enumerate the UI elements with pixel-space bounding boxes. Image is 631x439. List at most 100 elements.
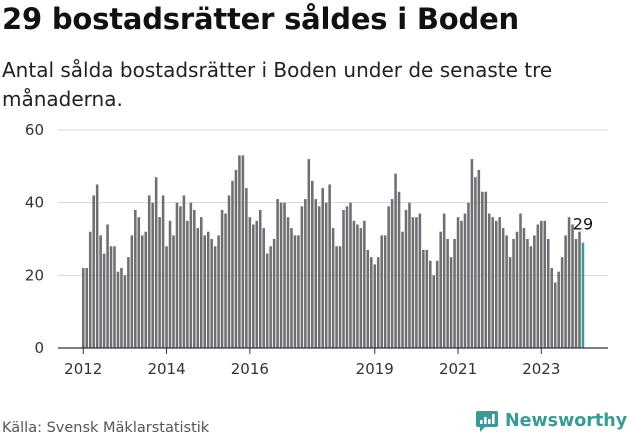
bar	[217, 235, 220, 348]
bar	[116, 271, 120, 348]
bar	[463, 213, 467, 348]
bar	[491, 217, 495, 348]
bar	[550, 268, 553, 348]
bar	[269, 246, 272, 348]
bar	[422, 249, 425, 348]
bar	[536, 224, 540, 348]
bar	[182, 195, 186, 348]
bar	[307, 159, 311, 348]
bar	[481, 191, 484, 348]
bar	[494, 220, 498, 348]
bar	[283, 202, 286, 348]
bar	[474, 177, 477, 348]
bar	[331, 228, 335, 348]
bar	[442, 213, 446, 348]
bar	[574, 239, 578, 348]
bar	[255, 220, 259, 348]
bar	[363, 220, 366, 348]
bar	[456, 217, 460, 348]
bar	[401, 231, 404, 348]
bar	[304, 199, 307, 348]
bar	[300, 206, 304, 348]
bar	[387, 206, 390, 348]
bar	[418, 213, 422, 348]
bar	[224, 213, 227, 348]
bar	[210, 239, 213, 348]
bar	[130, 235, 134, 348]
bar	[134, 209, 137, 348]
bar	[345, 206, 349, 348]
bar	[172, 235, 175, 348]
chart-subtitle: Antal sålda bostadsrätter i Boden under …	[2, 58, 553, 111]
bar	[314, 199, 318, 348]
bar	[342, 209, 345, 348]
bar	[189, 202, 193, 348]
x-tick-label: 2016	[231, 360, 269, 378]
bar	[92, 195, 95, 348]
bar	[397, 191, 401, 348]
bar	[501, 228, 505, 348]
bar	[370, 257, 373, 348]
bar	[390, 199, 394, 348]
bar	[158, 217, 161, 348]
bar	[258, 209, 262, 348]
bar	[248, 217, 252, 348]
bar	[571, 224, 574, 348]
bar	[213, 246, 217, 348]
bar	[477, 169, 481, 348]
bar	[206, 231, 210, 348]
x-tick-label: 2021	[439, 360, 477, 378]
bar	[297, 235, 300, 348]
bar	[311, 180, 314, 348]
bar	[359, 228, 363, 348]
bar	[581, 242, 585, 348]
bar	[467, 202, 470, 348]
bar	[95, 184, 99, 348]
bar	[429, 260, 432, 348]
bar	[526, 239, 529, 348]
y-tick-label: 0	[34, 339, 44, 357]
bar	[449, 257, 453, 348]
bar	[144, 231, 148, 348]
bar	[196, 228, 200, 348]
bar	[293, 235, 297, 348]
bar	[505, 235, 508, 348]
bar	[245, 188, 248, 348]
bar	[85, 268, 89, 348]
brand-name: Newsworthy	[505, 411, 628, 431]
bar	[154, 177, 158, 348]
value-annotation: 29	[573, 215, 593, 234]
y-tick-label: 20	[25, 266, 44, 284]
bar	[540, 220, 543, 348]
bar	[231, 180, 234, 348]
bar	[512, 239, 515, 348]
x-tick-label: 2019	[356, 360, 394, 378]
bar	[560, 257, 564, 348]
bar	[241, 155, 245, 348]
bar	[272, 239, 276, 348]
bar	[113, 246, 116, 348]
bar	[324, 202, 328, 348]
bar	[276, 199, 279, 348]
bar	[262, 228, 265, 348]
bar	[321, 188, 324, 348]
bar	[175, 202, 179, 348]
brand-logo[interactable]: Newsworthy	[475, 409, 627, 433]
bar	[578, 231, 581, 348]
bar	[352, 220, 356, 348]
x-tick-label: 2012	[64, 360, 102, 378]
bar	[557, 271, 560, 348]
bar	[227, 195, 231, 348]
bar	[234, 169, 238, 348]
bar	[349, 202, 352, 348]
bar	[286, 217, 290, 348]
bar	[109, 246, 113, 348]
bar	[408, 202, 411, 348]
bar	[127, 257, 130, 348]
bar	[279, 202, 283, 348]
bar	[168, 220, 172, 348]
bar	[179, 206, 182, 348]
bar	[151, 202, 154, 348]
bar	[102, 253, 106, 348]
bar	[265, 253, 269, 348]
